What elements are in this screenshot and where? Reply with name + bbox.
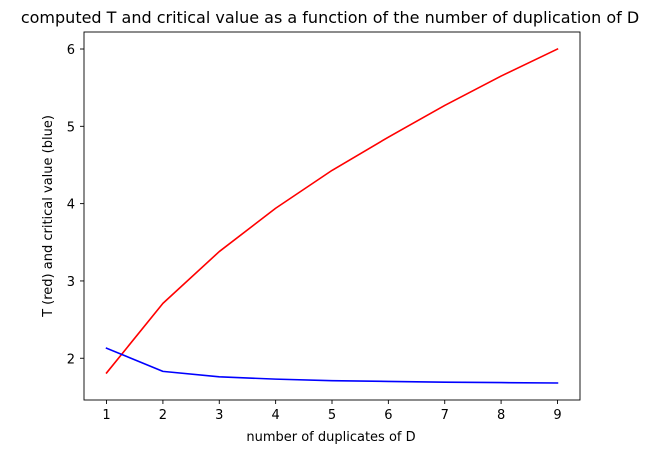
x-tick-label-2: 2 (159, 408, 167, 423)
series-line-1 (105, 347, 559, 384)
y-tick-label-2: 2 (67, 352, 75, 367)
y-tick-label-3: 3 (67, 275, 75, 290)
y-tick-label-4: 4 (67, 198, 75, 213)
x-tick-label-1: 1 (102, 408, 110, 423)
series-line-0 (105, 47, 559, 375)
plot-area: 1 2 3 4 5 6 7 8 9 2 3 4 5 6 (67, 31, 581, 423)
x-tick-label-7: 7 (441, 408, 449, 423)
x-tick-label-6: 6 (384, 408, 392, 423)
x-tick-label-5: 5 (328, 408, 336, 423)
x-axis-label: number of duplicates of D (246, 430, 415, 445)
x-tick-label-3: 3 (215, 408, 223, 423)
x-tick-label-9: 9 (553, 408, 561, 423)
x-tick-label-8: 8 (497, 408, 505, 423)
y-axis-label: T (red) and critical value (blue) (41, 115, 56, 318)
plot-frame (83, 31, 581, 401)
y-tick-label-5: 5 (67, 120, 75, 135)
y-tick-label-6: 6 (67, 43, 75, 58)
chart-title: computed T and critical value as a funct… (21, 8, 639, 27)
x-tick-label-4: 4 (271, 408, 279, 423)
